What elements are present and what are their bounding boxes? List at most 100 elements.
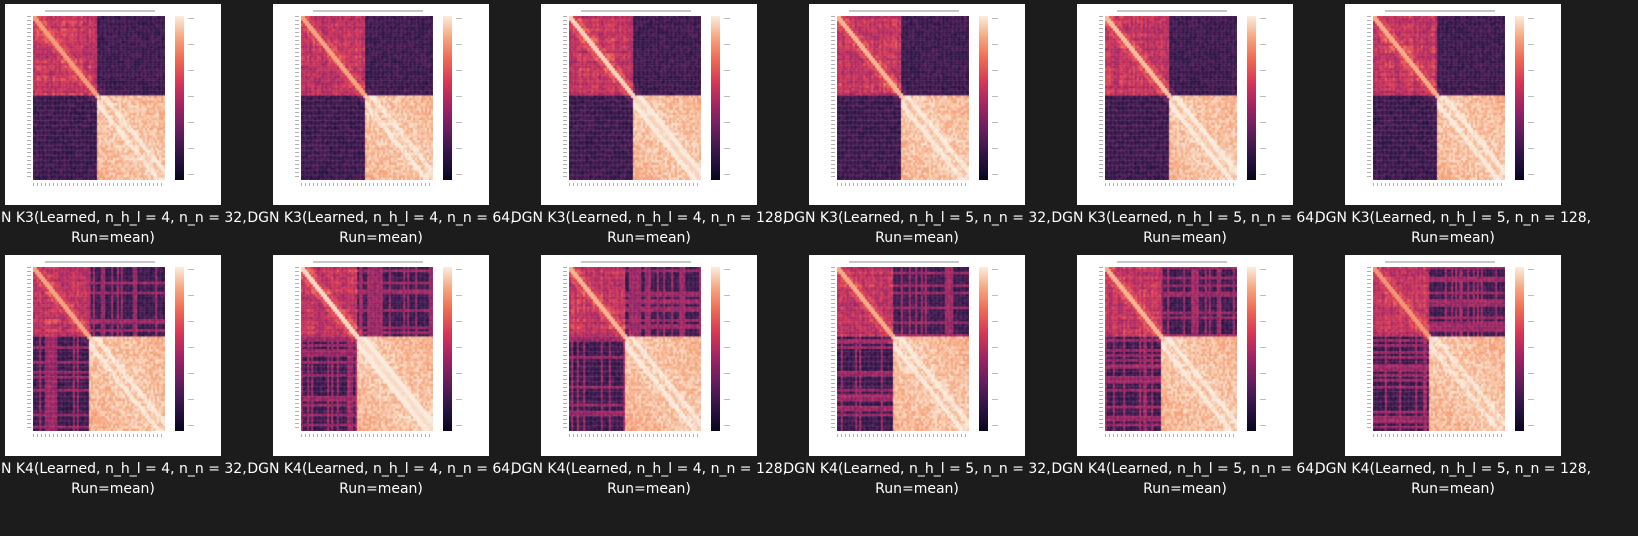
heatmap-thumbnail[interactable] <box>1077 4 1293 205</box>
heatmap-thumbnail[interactable] <box>541 255 757 456</box>
colorbar-tick <box>456 174 462 175</box>
colorbar-tick <box>724 122 730 123</box>
colorbar-tick <box>188 425 194 426</box>
thumbnail-item[interactable]: DGN K4(Learned, n_h_l = 5, n_n = 32, Run… <box>783 255 1089 515</box>
plot-title <box>1385 261 1495 263</box>
file-caption[interactable]: DGN K4(Learned, n_h_l = 4, n_n = 128, Ru… <box>510 461 788 497</box>
plot-title <box>45 10 155 12</box>
heatmap-thumbnail[interactable] <box>1077 255 1293 456</box>
heatmap-thumbnail[interactable] <box>541 4 757 205</box>
colorbar-tick <box>188 399 194 400</box>
file-caption[interactable]: DGN K4(Learned, n_h_l = 4, n_n = 64, Run… <box>247 461 515 497</box>
colorbar-tick <box>992 295 998 296</box>
colorbar-ticks <box>1260 18 1268 178</box>
colorbar-tick <box>188 269 194 270</box>
heatmap-thumbnail[interactable] <box>273 4 489 205</box>
heatmap-thumbnail[interactable] <box>5 4 221 205</box>
thumbnail-item[interactable]: DGN K3(Learned, n_h_l = 5, n_n = 32, Run… <box>783 4 1089 264</box>
colorbar-tick <box>456 321 462 322</box>
plot-title <box>581 10 691 12</box>
colorbar-tick <box>1528 347 1534 348</box>
colorbar-tick <box>188 44 194 45</box>
heatmap-thumbnail[interactable] <box>1345 255 1561 456</box>
file-caption[interactable]: DGN K3(Learned, n_h_l = 5, n_n = 64, Run… <box>1051 210 1319 246</box>
file-caption[interactable]: DGN K3(Learned, n_h_l = 4, n_n = 128, Ru… <box>510 210 788 246</box>
x-ticks <box>1373 183 1505 186</box>
file-caption[interactable]: DGN K4(Learned, n_h_l = 5, n_n = 128, Ru… <box>1314 461 1592 497</box>
colorbar-tick <box>1528 269 1534 270</box>
colorbar-tick <box>456 295 462 296</box>
colorbar-tick <box>1528 148 1534 149</box>
y-ticks <box>1367 267 1371 431</box>
colorbar-tick <box>1260 122 1266 123</box>
colorbar-tick <box>1528 321 1534 322</box>
heatmap-thumbnail[interactable] <box>5 255 221 456</box>
thumbnail-item[interactable]: DGN K3(Learned, n_h_l = 4, n_n = 64, Run… <box>247 4 553 264</box>
colorbar-ticks <box>188 269 196 429</box>
file-caption[interactable]: DGN K4(Learned, n_h_l = 5, n_n = 64, Run… <box>1051 461 1319 497</box>
colorbar-tick <box>1260 399 1266 400</box>
file-caption[interactable]: DGN K3(Learned, n_h_l = 4, n_n = 32, Run… <box>0 210 247 246</box>
colorbar-ticks <box>1260 269 1268 429</box>
heatmap-thumbnail[interactable] <box>809 255 1025 456</box>
thumbnail-item[interactable]: DGN K4(Learned, n_h_l = 4, n_n = 64, Run… <box>247 255 553 515</box>
colorbar <box>443 267 452 431</box>
y-ticks <box>563 16 567 180</box>
colorbar-tick <box>724 18 730 19</box>
colorbar-tick <box>724 347 730 348</box>
colorbar <box>1515 16 1524 180</box>
x-ticks <box>301 434 433 437</box>
heatmap-image <box>569 267 701 431</box>
thumbnail-item[interactable]: DGN K4(Learned, n_h_l = 4, n_n = 128, Ru… <box>511 255 821 515</box>
colorbar-tick <box>724 321 730 322</box>
plot-title <box>45 261 155 263</box>
colorbar-tick <box>1528 425 1534 426</box>
x-ticks <box>33 183 165 186</box>
colorbar-tick <box>992 70 998 71</box>
heatmap-thumbnail[interactable] <box>1345 4 1561 205</box>
heatmap-image <box>837 267 969 431</box>
thumbnail-item[interactable]: DGN K4(Learned, n_h_l = 4, n_n = 32, Run… <box>0 255 285 515</box>
file-caption[interactable]: DGN K4(Learned, n_h_l = 4, n_n = 32, Run… <box>0 461 247 497</box>
plot-title <box>849 261 959 263</box>
file-caption[interactable]: DGN K4(Learned, n_h_l = 5, n_n = 32, Run… <box>783 461 1051 497</box>
x-ticks <box>301 183 433 186</box>
thumbnail-item[interactable]: DGN K3(Learned, n_h_l = 4, n_n = 32, Run… <box>0 4 285 264</box>
colorbar-ticks <box>992 18 1000 178</box>
colorbar-tick <box>456 347 462 348</box>
colorbar-tick <box>992 122 998 123</box>
heatmap-image <box>1105 267 1237 431</box>
thumbnail-item[interactable]: DGN K3(Learned, n_h_l = 4, n_n = 128, Ru… <box>511 4 821 264</box>
heatmap-thumbnail[interactable] <box>809 4 1025 205</box>
file-caption[interactable]: DGN K3(Learned, n_h_l = 5, n_n = 32, Run… <box>783 210 1051 246</box>
colorbar <box>1247 16 1256 180</box>
thumbnail-item[interactable]: DGN K3(Learned, n_h_l = 5, n_n = 64, Run… <box>1051 4 1357 264</box>
file-caption[interactable]: DGN K3(Learned, n_h_l = 5, n_n = 128, Ru… <box>1314 210 1592 246</box>
colorbar-tick <box>724 148 730 149</box>
heatmap-image <box>1373 267 1505 431</box>
plot-title <box>313 261 423 263</box>
y-ticks <box>295 267 299 431</box>
colorbar-ticks <box>188 18 196 178</box>
thumbnail-item[interactable]: DGN K3(Learned, n_h_l = 5, n_n = 128, Ru… <box>1315 4 1625 264</box>
thumbnail-item[interactable]: DGN K4(Learned, n_h_l = 5, n_n = 64, Run… <box>1051 255 1357 515</box>
colorbar <box>979 267 988 431</box>
colorbar-tick <box>456 148 462 149</box>
colorbar-tick <box>992 44 998 45</box>
colorbar-tick <box>992 373 998 374</box>
colorbar-tick <box>456 96 462 97</box>
heatmap-thumbnail[interactable] <box>273 255 489 456</box>
heatmap-image <box>33 16 165 180</box>
colorbar-tick <box>188 373 194 374</box>
colorbar-tick <box>992 174 998 175</box>
colorbar-tick <box>1260 373 1266 374</box>
colorbar-tick <box>724 399 730 400</box>
file-caption[interactable]: DGN K3(Learned, n_h_l = 4, n_n = 64, Run… <box>247 210 515 246</box>
x-ticks <box>1105 183 1237 186</box>
colorbar-tick <box>1260 269 1266 270</box>
y-ticks <box>831 267 835 431</box>
x-ticks <box>33 434 165 437</box>
thumbnail-item[interactable]: DGN K4(Learned, n_h_l = 5, n_n = 128, Ru… <box>1315 255 1625 515</box>
y-ticks <box>563 267 567 431</box>
